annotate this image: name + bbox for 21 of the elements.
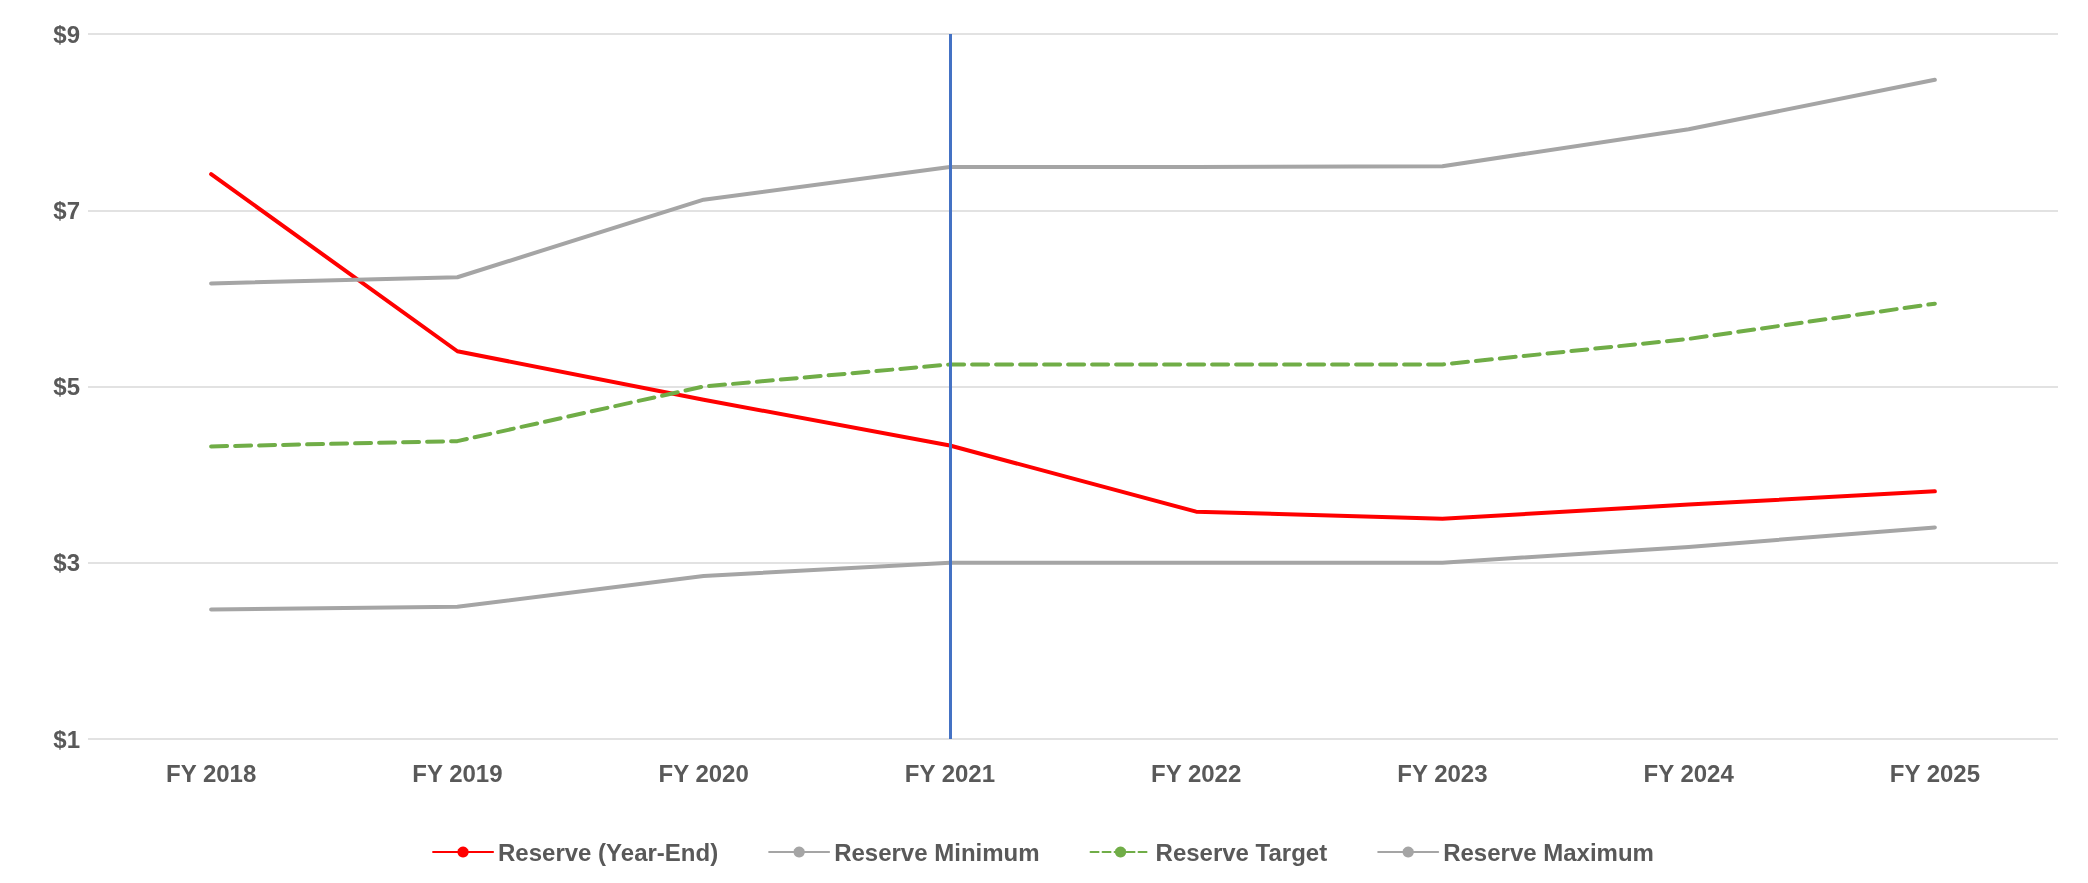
x-tick-label: FY 2019 [412,759,503,787]
y-tick-label: $3 [53,549,80,577]
line-series [209,172,1937,521]
line-series [209,77,1937,286]
legend-label: Reserve Maximum [1443,838,1654,866]
legend-label: Reserve Minimum [834,838,1040,866]
x-tick-label: FY 2020 [658,759,749,787]
x-tick-label: FY 2024 [1643,759,1735,787]
y-tick-label: $1 [53,725,80,753]
line-series [209,301,1937,449]
legend-label: Reserve Target [1155,838,1328,866]
x-tick-label: FY 2021 [904,759,996,787]
x-tick-label: FY 2022 [1150,759,1242,787]
legend-label: Reserve (Year-End) [498,838,719,866]
x-tick-label: FY 2018 [165,759,257,787]
line-series [209,525,1937,612]
x-tick-label: FY 2025 [1889,759,1981,787]
y-tick-label: $7 [53,196,80,224]
y-tick-label: $5 [53,373,80,400]
x-tick-label: FY 2023 [1397,759,1488,787]
y-tick-label: $9 [53,20,80,48]
